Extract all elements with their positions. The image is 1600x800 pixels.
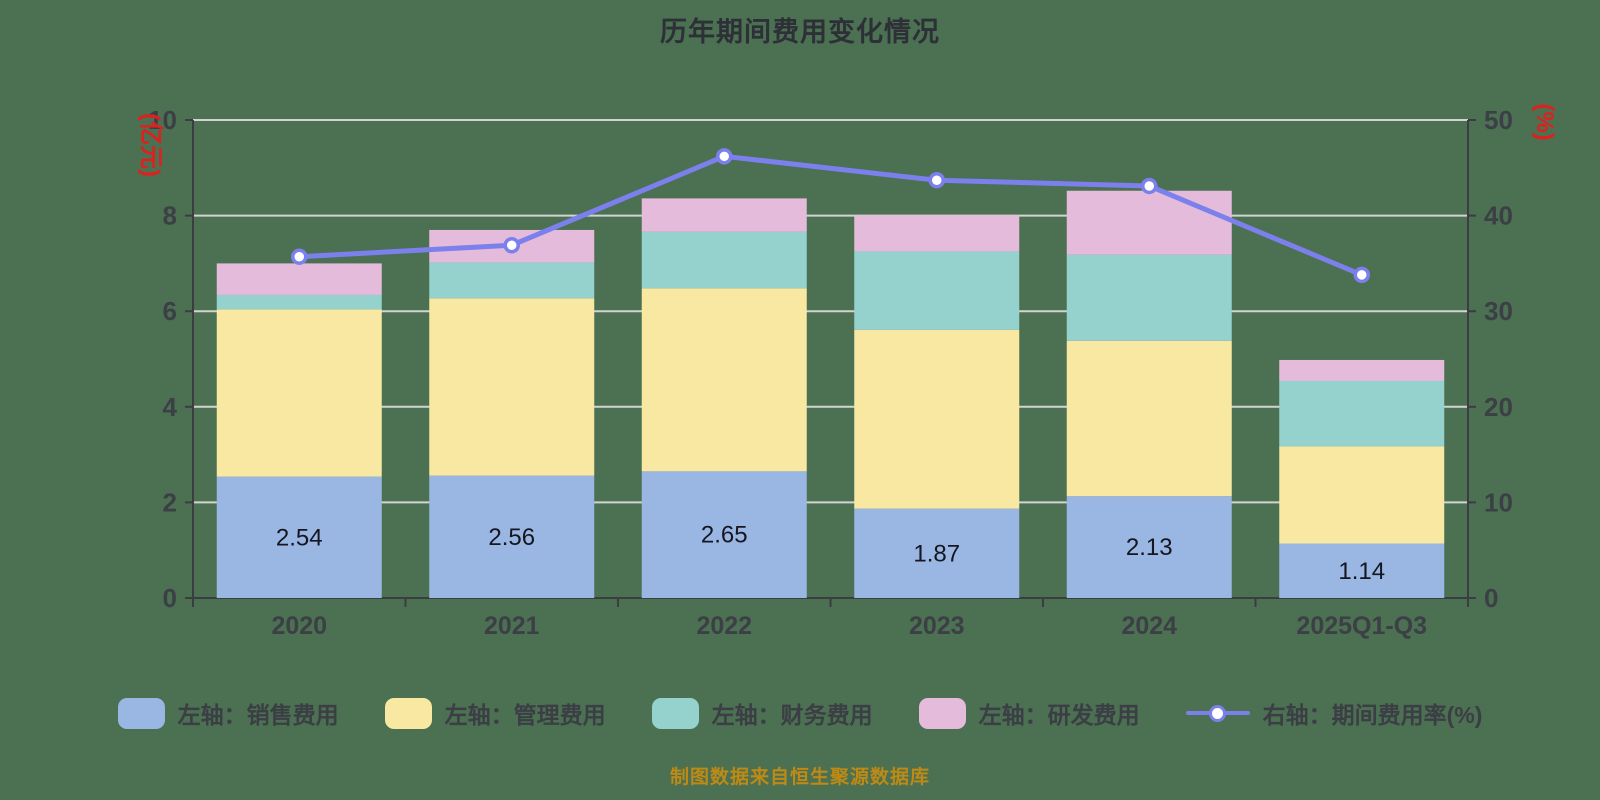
bar-segment-admin bbox=[429, 298, 595, 476]
right-axis-tick-label: 40 bbox=[1484, 201, 1513, 231]
rate-line-marker bbox=[503, 236, 520, 254]
bar-segment-admin bbox=[854, 329, 1020, 509]
legend-label: 左轴：财务费用 bbox=[711, 702, 873, 728]
legend-label: 右轴：期间费用率(%) bbox=[1262, 702, 1483, 728]
bar-segment-finance bbox=[216, 294, 382, 310]
x-axis-category-label: 2023 bbox=[909, 612, 965, 640]
right-axis-tick-label: 20 bbox=[1484, 392, 1513, 422]
bar-segment-admin bbox=[216, 309, 382, 477]
rate-line-marker bbox=[928, 171, 945, 189]
bar-segment-finance bbox=[1279, 380, 1445, 447]
bar-segment-rnd bbox=[854, 215, 1020, 252]
rate-line-marker bbox=[716, 148, 733, 165]
right-axis-unit-label: (%) bbox=[1531, 103, 1558, 140]
bar-segment-rnd bbox=[641, 198, 807, 232]
bar-segment-admin bbox=[641, 288, 807, 472]
rate-line-marker bbox=[1141, 177, 1158, 195]
bar-segment-sales bbox=[1066, 496, 1232, 598]
chart-title: 历年期间费用变化情况 bbox=[660, 17, 940, 47]
right-axis-tick-label: 10 bbox=[1484, 487, 1513, 517]
x-axis-category-label: 2025Q1-Q3 bbox=[1296, 612, 1427, 640]
bar-segment-sales bbox=[641, 471, 807, 598]
legend-swatch-finance bbox=[651, 697, 699, 729]
bar-segment-finance bbox=[641, 231, 807, 289]
bar-value-label: 1.87 bbox=[913, 540, 960, 567]
legend-item-rnd[interactable]: 左轴：研发费用 bbox=[918, 696, 1140, 730]
left-axis-tick-label: 6 bbox=[163, 296, 177, 326]
legend-label: 左轴：销售费用 bbox=[177, 702, 339, 728]
bar-segment-admin bbox=[1279, 446, 1445, 544]
legend-item-sales[interactable]: 左轴：销售费用 bbox=[117, 696, 339, 730]
legend-line-marker-icon bbox=[1185, 698, 1250, 729]
bar-value-label: 2.13 bbox=[1126, 534, 1173, 561]
left-axis-tick-label: 8 bbox=[163, 201, 177, 231]
bar-segment-finance bbox=[1066, 254, 1232, 341]
legend-label: 左轴：管理费用 bbox=[444, 702, 606, 728]
bar-segment-rnd bbox=[1279, 359, 1445, 381]
left-axis-tick-label: 0 bbox=[163, 583, 177, 613]
bar-value-label: 1.14 bbox=[1338, 558, 1385, 585]
bar-segment-sales bbox=[1279, 543, 1445, 598]
bar-segment-rnd bbox=[216, 263, 382, 295]
legend-label: 左轴：研发费用 bbox=[978, 702, 1140, 728]
bar-value-label: 2.54 bbox=[276, 524, 323, 551]
right-axis-tick-label: 0 bbox=[1484, 583, 1498, 613]
bar-segment-finance bbox=[429, 262, 595, 299]
rate-line-marker bbox=[291, 248, 308, 265]
x-axis-category-label: 2024 bbox=[1121, 612, 1177, 640]
bar-segment-sales bbox=[854, 508, 1020, 598]
legend-swatch-rnd bbox=[918, 697, 966, 729]
legend-swatch-sales bbox=[117, 697, 165, 729]
bar-value-label: 2.65 bbox=[701, 522, 748, 549]
left-axis-unit-label: (亿元) bbox=[137, 113, 164, 177]
bar-segment-admin bbox=[1066, 340, 1232, 497]
left-axis-tick-label: 2 bbox=[163, 487, 177, 517]
right-axis-tick-label: 50 bbox=[1484, 105, 1513, 135]
bar-value-label: 2.56 bbox=[488, 524, 535, 551]
rate-line bbox=[296, 153, 1365, 278]
bar-segment-sales bbox=[216, 476, 382, 598]
x-axis-category-label: 2021 bbox=[484, 612, 540, 640]
legend-item-rate_line[interactable]: 右轴：期间费用率(%) bbox=[1185, 696, 1483, 730]
rate-line-marker bbox=[1353, 266, 1370, 284]
left-axis-tick-label: 10 bbox=[148, 105, 177, 135]
bar-segment-finance bbox=[854, 251, 1020, 330]
combo-chart-canvas: 0 2 4 6 8 10 0 10 20 30 40 50 2020 2021 2022 2023 2024 20… bbox=[137, 103, 1558, 640]
x-axis-category-label: 2020 bbox=[271, 612, 327, 640]
chart-legend: 左轴：销售费用 左轴：管理费用 左轴：财务费用 左轴：研发费用 右轴：期间费用率(%) bbox=[0, 696, 1600, 730]
right-axis-tick-label: 30 bbox=[1484, 296, 1513, 326]
legend-item-admin[interactable]: 左轴：管理费用 bbox=[384, 696, 606, 730]
left-axis-tick-label: 4 bbox=[163, 392, 178, 422]
x-axis-category-label: 2022 bbox=[696, 612, 752, 640]
data-source-note: 制图数据来自恒生聚源数据库 bbox=[669, 767, 930, 788]
bar-segment-rnd bbox=[1066, 190, 1232, 255]
bar-segment-sales bbox=[429, 475, 595, 598]
legend-item-finance[interactable]: 左轴：财务费用 bbox=[651, 696, 873, 730]
legend-swatch-admin bbox=[384, 697, 432, 729]
